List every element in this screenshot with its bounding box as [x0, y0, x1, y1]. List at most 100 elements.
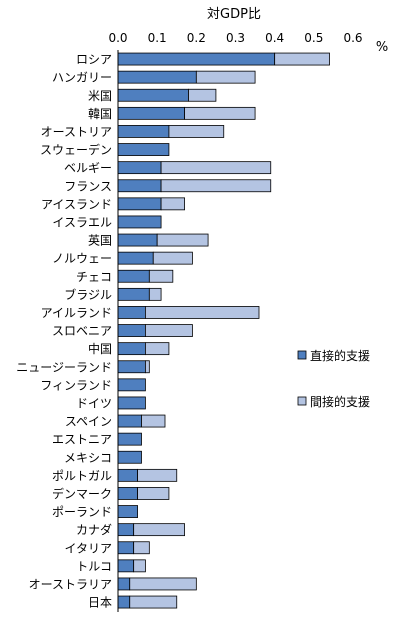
category-label: メキシコ	[64, 451, 112, 465]
category-label: デンマーク	[52, 486, 112, 501]
category-label: スペイン	[65, 415, 112, 429]
x-tick-label: 0.1	[148, 31, 167, 45]
bar-indirect-support	[152, 251, 193, 265]
x-tick-label: 0.5	[304, 31, 323, 45]
unit-label: %	[376, 40, 388, 55]
legend-label: 直接的支援	[310, 348, 370, 363]
category-label: 中国	[88, 341, 112, 356]
category-label: ハンガリー	[52, 71, 112, 85]
bar-direct-support	[117, 468, 138, 482]
category-label: イタリア	[64, 541, 112, 555]
bar-direct-support	[117, 432, 142, 446]
bar-direct-support	[117, 595, 131, 609]
x-tick-label: 0.4	[265, 31, 284, 45]
category-label: フランス	[64, 179, 112, 193]
bar-indirect-support	[160, 179, 272, 193]
bar-indirect-support	[133, 523, 185, 537]
bar-direct-support	[117, 215, 162, 229]
bar-direct-support	[117, 414, 142, 428]
legend-swatch	[297, 396, 307, 406]
bar-indirect-support	[137, 468, 178, 482]
bar-area	[117, 52, 330, 609]
bar-indirect-support	[141, 414, 166, 428]
category-label: ベルギー	[64, 161, 112, 175]
bar-direct-support	[117, 360, 146, 374]
category-label: 日本	[88, 596, 112, 610]
bar-direct-support	[117, 342, 146, 356]
category-label: スウェーデン	[40, 142, 112, 157]
bar-direct-support	[117, 287, 150, 301]
category-label: ドイツ	[76, 396, 112, 410]
category-label: カナダ	[76, 522, 112, 537]
legend-swatch	[297, 350, 307, 360]
bar-direct-support	[117, 306, 146, 319]
bar-direct-support	[117, 269, 150, 283]
chart-title: 対GDP比	[207, 7, 261, 22]
category-label: アイスランド	[41, 197, 112, 211]
x-tick-label: 0.0	[108, 31, 127, 45]
category-label: トルコ	[76, 559, 112, 573]
bar-indirect-support	[133, 541, 150, 555]
category-label: ノルウェー	[52, 252, 112, 266]
bar-indirect-support	[145, 306, 260, 319]
bar-indirect-support	[160, 161, 272, 175]
bar-direct-support	[117, 88, 189, 102]
category-label: ニュージーランド	[16, 360, 112, 374]
bar-indirect-support	[148, 269, 174, 283]
bar-direct-support	[117, 143, 170, 156]
category-labels: ロシアハンガリー米国韓国オーストリアスウェーデンベルギーフランスアイスランドイス…	[16, 53, 112, 610]
category-label: イスラエル	[52, 215, 112, 229]
x-tick-label: 0.2	[187, 31, 206, 45]
bar-direct-support	[117, 523, 135, 537]
bar-direct-support	[117, 125, 170, 138]
bar-direct-support	[117, 541, 135, 555]
bar-direct-support	[117, 378, 146, 392]
category-label: 韓国	[88, 107, 112, 121]
bar-indirect-support	[195, 70, 256, 84]
category-label: チェコ	[76, 270, 112, 284]
bar-direct-support	[117, 233, 158, 247]
bar-indirect-support	[145, 324, 193, 337]
category-label: アイルランド	[41, 306, 112, 320]
bar-direct-support	[117, 70, 197, 84]
category-label: ポーランド	[52, 505, 112, 519]
bar-direct-support	[117, 161, 162, 175]
bar-indirect-support	[188, 88, 217, 102]
bar-direct-support	[117, 251, 154, 265]
category-label: エストニア	[52, 433, 112, 447]
x-tick-labels: 0.0 0.1 0.2 0.3 0.4 0.5 0.6	[108, 31, 362, 45]
bar-indirect-support	[168, 125, 225, 138]
category-label: スロベニア	[52, 324, 112, 338]
bar-direct-support	[117, 106, 185, 120]
bar-direct-support	[117, 577, 131, 591]
category-label: オーストラリア	[29, 577, 112, 591]
bar-direct-support	[117, 179, 162, 193]
legend-label: 間接的支援	[310, 394, 370, 409]
bar-indirect-support	[160, 197, 185, 211]
category-label: フィンランド	[40, 378, 112, 392]
category-label: ポルトガル	[52, 469, 112, 483]
x-tick-label: 0.6	[343, 31, 362, 45]
bar-indirect-support	[145, 360, 150, 374]
bar-indirect-support	[129, 595, 178, 609]
category-label: ロシア	[76, 53, 112, 67]
bar-indirect-support	[137, 487, 170, 500]
bar-indirect-support	[148, 287, 162, 301]
bar-direct-support	[117, 559, 135, 573]
bar-indirect-support	[129, 577, 197, 591]
x-tick-label: 0.3	[226, 31, 245, 45]
bar-direct-support	[117, 52, 276, 66]
bar-direct-support	[117, 505, 138, 518]
bar-indirect-support	[156, 233, 209, 247]
category-label: オーストリア	[41, 125, 112, 139]
bar-indirect-support	[145, 342, 170, 356]
bar-direct-support	[117, 450, 142, 464]
category-label: 米国	[88, 89, 112, 103]
bar-direct-support	[117, 197, 162, 211]
bar-direct-support	[117, 324, 146, 337]
bar-indirect-support	[274, 52, 330, 66]
bar-direct-support	[117, 487, 138, 500]
category-label: 英国	[88, 234, 112, 248]
